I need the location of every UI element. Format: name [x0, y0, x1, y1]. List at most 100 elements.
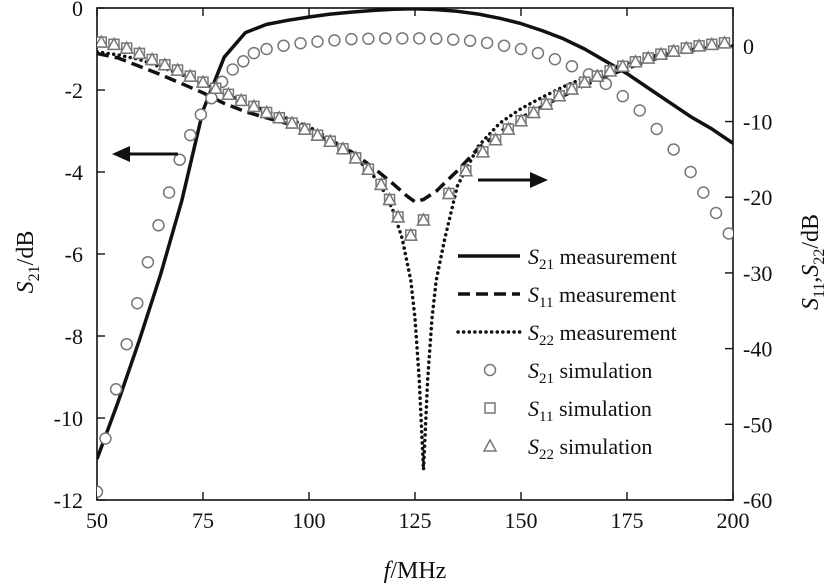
legend-marker-sample [483, 363, 497, 377]
legend-item: S21 measurement [458, 244, 677, 273]
s21-simulation-point [247, 46, 261, 60]
s11-measurement-line [97, 44, 733, 204]
right-axis-arrow [478, 172, 548, 188]
s21-simulation-point [97, 485, 104, 499]
s22-simulation-series [97, 34, 732, 241]
s22-simulation-point [144, 51, 160, 66]
s21-simulation-point [237, 55, 250, 68]
legend-item: S11 measurement [458, 282, 676, 311]
legend-label: S11 measurement [528, 282, 676, 311]
s22-simulation-point [679, 40, 694, 54]
s21-simulation-point [131, 296, 144, 310]
s21-simulation-point [379, 32, 392, 45]
left-tick-label: -4 [65, 160, 83, 185]
s21-simulation-point [548, 53, 562, 66]
right-tick-label: -30 [743, 261, 772, 286]
x-tick-label: 200 [717, 508, 750, 533]
right-tick-label: 0 [743, 34, 754, 59]
s21-simulation-point [480, 36, 494, 50]
s21-simulation-point [697, 186, 710, 199]
s22-simulation-point [513, 113, 529, 127]
s21-simulation-point [667, 143, 680, 156]
right-tick-label: -50 [743, 412, 772, 437]
s22-simulation-point [373, 176, 389, 191]
x-axis-title: f/MHz [384, 558, 447, 584]
s22-simulation-point [97, 34, 109, 48]
s22-simulation-point [183, 68, 198, 82]
s21-simulation-point [412, 32, 426, 45]
s22-simulation-point [221, 86, 236, 101]
legend-marker-sample [482, 438, 498, 452]
x-tick-label: 125 [399, 508, 432, 533]
x-tick-label: 175 [611, 508, 644, 533]
legend-label: S11 simulation [528, 396, 652, 425]
legend-item: S22 measurement [456, 320, 677, 349]
s22-simulation-point [640, 50, 656, 64]
s22-simulation-point [132, 45, 147, 60]
s22-simulation-point [361, 161, 376, 175]
legend-marker-sample [484, 402, 496, 414]
s22-simulation-point [653, 46, 669, 60]
s22-simulation-point [348, 150, 363, 164]
legend-label: S22 measurement [528, 320, 677, 349]
s21-simulation-point [497, 39, 511, 52]
s22-simulation-point [691, 38, 707, 52]
s22-simulation-point [441, 185, 457, 200]
right-tick-label: -10 [743, 110, 772, 135]
s21-simulation-point [109, 383, 123, 396]
s22-simulation-point [208, 80, 223, 94]
s21-simulation-point [277, 39, 290, 52]
s22-simulation-point [602, 63, 618, 77]
s21-simulation-point [616, 89, 630, 103]
s22-simulation-point [704, 36, 720, 51]
legend-item: S11 simulation [484, 396, 652, 425]
s21-simulation-point [328, 34, 341, 47]
right-y-axis-title: S11,S22/dB [798, 214, 828, 310]
s21-simulation-point [722, 227, 733, 240]
s22-simulation-point [475, 144, 491, 158]
right-tick-label: -60 [743, 488, 772, 513]
left-tick-label: -6 [65, 242, 83, 267]
s21-simulation-series [97, 32, 733, 499]
s22-simulation-point [551, 88, 567, 102]
s22-simulation-point [157, 57, 173, 71]
s22-simulation-point [501, 121, 516, 135]
s21-simulation-point [709, 206, 723, 220]
s21-simulation-point [345, 32, 358, 46]
s11-measurement-series [97, 44, 733, 204]
right-tick-label: -40 [743, 337, 772, 362]
s21-simulation-point [294, 37, 307, 50]
left-axis-arrow [112, 146, 178, 162]
left-y-axis-title: S21/dB [13, 231, 43, 294]
s22-simulation-point [233, 92, 249, 107]
s21-simulation-point [446, 33, 460, 46]
s21-simulation-point [362, 32, 375, 45]
s22-simulation-point [170, 62, 185, 76]
s22-simulation-point [564, 81, 580, 95]
s22-simulation-point [577, 74, 592, 88]
s22-simulation-point [195, 74, 211, 88]
s21-simulation-point [684, 165, 697, 179]
s22-simulation-point [615, 58, 631, 73]
s22-simulation-point [666, 43, 681, 57]
s22-simulation-point [539, 96, 554, 110]
left-tick-label: -12 [54, 488, 83, 513]
s22-simulation-point [272, 110, 287, 124]
right-tick-label: -20 [743, 185, 772, 210]
s22-simulation-point [335, 141, 351, 155]
legend: S21 measurement S11 measurement S22 measur… [456, 244, 677, 463]
s22-simulation-point [297, 121, 313, 135]
legend-label: S21 simulation [528, 358, 652, 387]
s22-simulation-point [284, 115, 300, 129]
left-tick-label: -8 [65, 324, 83, 349]
s21-simulation-point [514, 42, 528, 56]
left-tick-label: -10 [54, 406, 83, 431]
x-tick-label: 75 [192, 508, 214, 533]
s21-simulation-point [173, 153, 186, 166]
s21-simulation-point [226, 63, 239, 76]
s22-simulation-point [310, 127, 325, 141]
x-tick-label: 100 [293, 508, 326, 533]
legend-label: S22 simulation [528, 434, 652, 463]
s21-simulation-point [429, 32, 443, 45]
